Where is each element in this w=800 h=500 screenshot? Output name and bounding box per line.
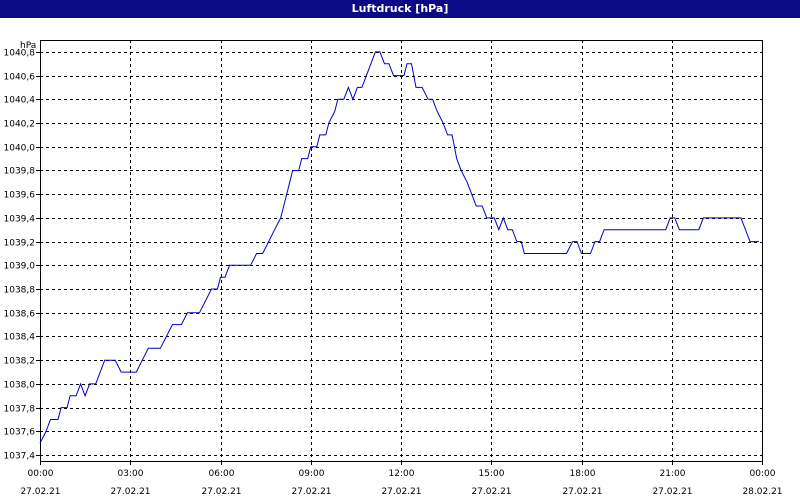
x-tick-label-date: 28.02.21	[742, 487, 782, 497]
x-tick-label-date: 27.02.21	[562, 487, 602, 497]
y-tick-label: 1039,2	[4, 239, 36, 249]
y-tick-label: 1039,0	[4, 262, 36, 272]
x-tick-label-date: 27.02.21	[471, 487, 511, 497]
y-tick-label: 1037,8	[4, 405, 36, 415]
y-tick-label: 1038,4	[4, 333, 36, 343]
y-tick-label: 1038,0	[4, 381, 36, 391]
y-tick-label: 1039,8	[4, 167, 36, 177]
series-line-luftdruck	[39, 51, 759, 444]
x-tick-label-time: 00:00	[750, 469, 776, 479]
chart-canvas: 1037,4 1037,6 1037,8 1038,0 1038,2 1038,4 1038…	[4, 40, 783, 497]
y-tick-label: 1040,8	[4, 49, 36, 59]
x-tick-label-date: 27.02.21	[110, 487, 150, 497]
y-tick-label: 1040,0	[4, 144, 36, 154]
x-tick-label-time: 18:00	[570, 469, 596, 479]
x-tick-label-time: 15:00	[479, 469, 505, 479]
y-tick-label: 1040,4	[4, 96, 36, 106]
y-tick-label: 1038,8	[4, 286, 36, 296]
x-tick-label-date: 27.02.21	[291, 487, 331, 497]
x-tick-label-date: 27.02.21	[201, 487, 241, 497]
y-tick-label: 1038,6	[4, 310, 36, 320]
x-tick-label-date: 27.02.21	[381, 487, 421, 497]
x-tick-label-date: 27.02.21	[20, 487, 60, 497]
y-tick-label: 1037,4	[4, 452, 36, 462]
y-tick-label: 1039,4	[4, 215, 36, 225]
y-tick-label: 1038,2	[4, 357, 36, 367]
x-tick-label-time: 12:00	[389, 469, 415, 479]
y-tick-label: 1037,6	[4, 428, 36, 438]
y-tick-label: 1040,2	[4, 120, 36, 130]
x-tick-label-time: 06:00	[209, 469, 235, 479]
x-tick-label-time: 21:00	[660, 469, 686, 479]
y-tick-label: 1040,6	[4, 73, 36, 83]
y-axis-label: hPa	[20, 41, 36, 51]
x-tick-label-time: 09:00	[299, 469, 325, 479]
x-tick-label-time: 03:00	[118, 469, 144, 479]
x-tick-label-date: 27.02.21	[652, 487, 692, 497]
y-tick-label: 1039,6	[4, 191, 36, 201]
window-title: Luftdruck [hPa]	[0, 0, 800, 18]
x-tick-label-time: 00:00	[28, 469, 54, 479]
